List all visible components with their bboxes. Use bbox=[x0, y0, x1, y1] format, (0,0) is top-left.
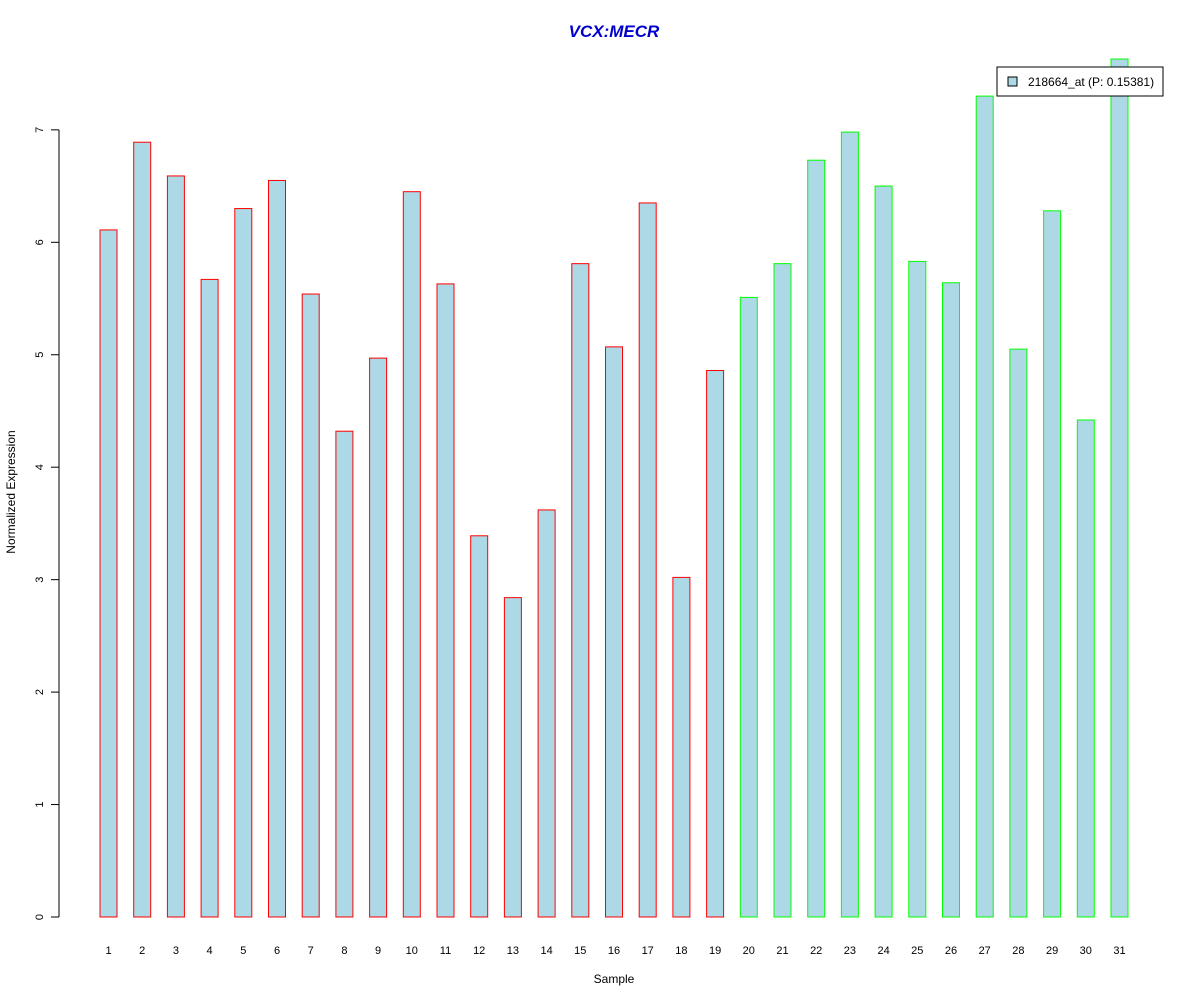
x-tick-label: 24 bbox=[877, 945, 889, 957]
bar-sample-24 bbox=[874, 185, 893, 918]
x-tick-label: 25 bbox=[911, 945, 923, 957]
bar-sample-30 bbox=[1076, 419, 1095, 918]
x-tick-label: 7 bbox=[308, 945, 314, 957]
y-tick-label: 1 bbox=[34, 801, 46, 807]
bar-sample-28 bbox=[1009, 348, 1028, 918]
legend-label: 218664_at (P: 0.15381) bbox=[1028, 75, 1154, 89]
bar-sample-29 bbox=[1043, 210, 1062, 918]
bar-sample-9 bbox=[369, 357, 388, 918]
y-tick-label: 5 bbox=[34, 352, 46, 358]
y-axis-label: Normalized Expression bbox=[4, 430, 18, 553]
bar-sample-10 bbox=[402, 191, 421, 918]
x-tick-label: 9 bbox=[375, 945, 381, 957]
bar-sample-21 bbox=[773, 263, 792, 918]
x-tick-label: 18 bbox=[675, 945, 687, 957]
bar-sample-19 bbox=[706, 369, 725, 918]
bars bbox=[99, 58, 1129, 918]
bar-sample-11 bbox=[436, 283, 455, 918]
x-tick-label: 8 bbox=[341, 945, 347, 957]
bar-sample-15 bbox=[571, 263, 590, 918]
x-tick-label: 30 bbox=[1080, 945, 1092, 957]
bar-sample-18 bbox=[672, 576, 691, 918]
y-tick-label: 3 bbox=[34, 577, 46, 583]
bar-sample-2 bbox=[133, 141, 152, 918]
x-axis-label: Sample bbox=[594, 972, 635, 986]
x-tick-label: 11 bbox=[440, 945, 451, 957]
bar-sample-4 bbox=[200, 278, 219, 918]
x-tick-label: 3 bbox=[173, 945, 179, 957]
x-tick-label: 19 bbox=[709, 945, 721, 957]
x-tick-label: 23 bbox=[844, 945, 856, 957]
y-tick-label: 7 bbox=[34, 127, 46, 133]
x-tick-label: 2 bbox=[139, 945, 145, 957]
y-tick-label: 4 bbox=[34, 464, 46, 470]
x-tick-label: 13 bbox=[507, 945, 519, 957]
x-tick-label: 21 bbox=[776, 945, 788, 957]
legend: 218664_at (P: 0.15381) bbox=[996, 66, 1164, 97]
bar-sample-22 bbox=[807, 159, 826, 918]
x-tick-label: 31 bbox=[1113, 945, 1125, 957]
x-tick-label: 10 bbox=[406, 945, 418, 957]
bar-sample-6 bbox=[268, 179, 286, 918]
bar-sample-26 bbox=[942, 282, 960, 918]
bar-sample-27 bbox=[975, 95, 994, 918]
x-tick-label: 5 bbox=[240, 945, 246, 957]
y-tick-label: 6 bbox=[34, 239, 46, 245]
x-tick-label: 28 bbox=[1012, 945, 1024, 957]
bar-sample-12 bbox=[470, 535, 489, 918]
bar-sample-1 bbox=[99, 229, 118, 918]
x-tick-label: 1 bbox=[105, 945, 111, 957]
y-tick-label: 2 bbox=[34, 689, 46, 695]
bar-sample-31 bbox=[1110, 58, 1129, 918]
x-tick-label: 26 bbox=[945, 945, 957, 957]
y-tick-label: 0 bbox=[34, 914, 46, 920]
x-tick-label: 29 bbox=[1046, 945, 1058, 957]
x-tick-label: 20 bbox=[743, 945, 755, 957]
bar-sample-16 bbox=[605, 346, 623, 918]
x-tick-label: 12 bbox=[473, 945, 485, 957]
bar-sample-13 bbox=[503, 597, 522, 918]
bar-sample-8 bbox=[335, 430, 354, 918]
x-tick-label: 4 bbox=[207, 945, 213, 957]
x-tick-label: 27 bbox=[979, 945, 991, 957]
bar-sample-7 bbox=[301, 293, 320, 918]
bar-sample-17 bbox=[638, 202, 657, 918]
chart-title: VCX:MECR bbox=[569, 22, 660, 41]
bar-sample-23 bbox=[840, 131, 859, 918]
x-tick-label: 15 bbox=[574, 945, 586, 957]
bar-sample-14 bbox=[537, 509, 556, 918]
y-axis: 0 1 2 3 4 5 6 7 bbox=[34, 127, 60, 920]
legend-swatch bbox=[1007, 76, 1018, 87]
x-tick-label: 16 bbox=[608, 945, 620, 957]
bar-sample-5 bbox=[234, 208, 253, 918]
x-tick-label: 14 bbox=[540, 945, 552, 957]
legend-box bbox=[996, 66, 1164, 97]
bar-sample-3 bbox=[166, 175, 185, 918]
x-tick-label: 17 bbox=[642, 945, 654, 957]
x-tick-labels: 1 2 3 4 5 6 7 8 9 10 11 12 13 14 15 16 17 18 19 20 21 22 23 24 2… bbox=[105, 945, 1125, 957]
x-tick-label: 22 bbox=[810, 945, 822, 957]
x-tick-label: 6 bbox=[274, 945, 280, 957]
bar-sample-20 bbox=[739, 296, 758, 918]
bar-sample-25 bbox=[908, 260, 927, 918]
